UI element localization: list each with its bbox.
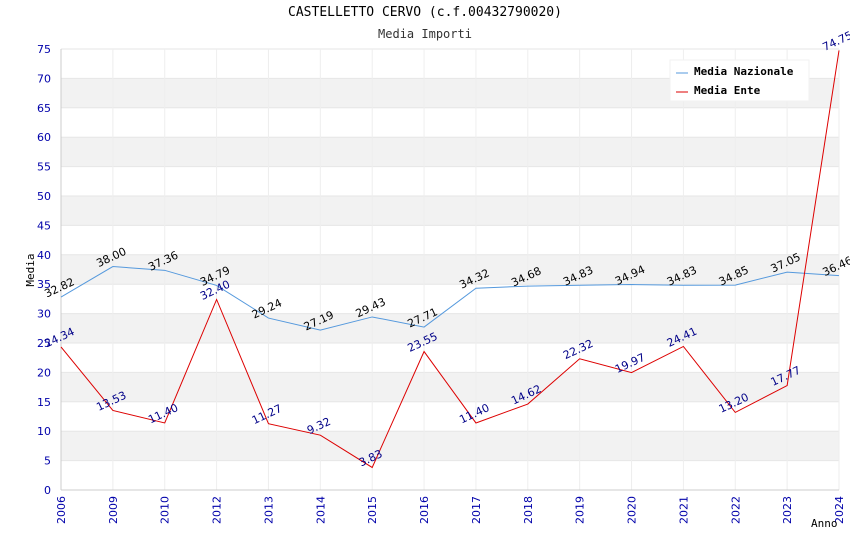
grid-band — [61, 166, 839, 196]
grid-band — [61, 460, 839, 490]
x-tick-label: 2020 — [626, 496, 639, 524]
y-axis-ticks: 0 5 10 15 20 25 30 35 40 45 50 55 60 65 70 75 — [37, 43, 51, 497]
series-lines — [60, 50, 840, 469]
series-line-media-ente — [60, 50, 840, 469]
y-tick-label: 15 — [37, 396, 51, 409]
grid-band — [61, 284, 839, 314]
y-axis-title: Media — [24, 253, 37, 286]
series-line-media-nazionale — [60, 266, 840, 331]
x-tick-label: 2022 — [729, 496, 742, 524]
y-tick-label: 55 — [37, 161, 51, 174]
grid-band — [61, 254, 839, 285]
y-tick-label: 20 — [37, 366, 51, 379]
grid-bands — [60, 48, 840, 491]
grid-band — [61, 401, 839, 432]
y-tick-label: 70 — [37, 72, 51, 85]
y-tick-label: 10 — [37, 425, 51, 438]
x-tick-label: 2023 — [781, 496, 794, 524]
grid-band — [61, 137, 839, 167]
x-tick-label: 2019 — [574, 496, 587, 524]
chart-title: CASTELLETTO CERVO (c.f.00432790020) — [288, 5, 562, 20]
x-tick-label: 2010 — [159, 496, 172, 524]
grid-band — [61, 343, 839, 373]
x-tick-label: 2009 — [107, 496, 120, 524]
y-tick-label: 35 — [37, 278, 51, 291]
y-tick-label: 0 — [44, 484, 51, 497]
grid-band — [61, 225, 839, 255]
grid-band — [61, 313, 839, 343]
legend-label-media-ente: Media Ente — [694, 84, 761, 97]
y-tick-label: 60 — [37, 131, 51, 144]
y-tick-label: 75 — [37, 43, 51, 56]
x-tick-label: 2013 — [262, 496, 275, 524]
grid-band — [61, 431, 839, 461]
x-tick-label: 2014 — [314, 496, 327, 524]
chart-subtitle: Media Importi — [378, 27, 472, 41]
x-tick-label: 2016 — [418, 496, 431, 524]
y-tick-label: 30 — [37, 308, 51, 321]
y-tick-label: 50 — [37, 190, 51, 203]
grid-band — [61, 196, 839, 226]
x-tick-label: 2006 — [55, 496, 68, 524]
legend: Media Nazionale Media Ente — [669, 59, 810, 102]
x-tick-label: 2015 — [366, 496, 379, 524]
legend-label-media-nazionale: Media Nazionale — [694, 65, 794, 78]
x-axis-ticks: 2006 2009 2010 2012 2013 2014 2015 2016 2017 2018… — [55, 496, 846, 524]
y-tick-label: 45 — [37, 219, 51, 232]
grid-band — [61, 107, 839, 138]
y-tick-label: 5 — [44, 455, 51, 468]
x-tick-label: 2012 — [211, 496, 224, 524]
x-axis-title: Anno — [811, 517, 838, 530]
y-tick-label: 25 — [37, 337, 51, 350]
y-tick-label: 40 — [37, 249, 51, 262]
x-tick-label: 2018 — [522, 496, 535, 524]
x-tick-label: 2017 — [470, 496, 483, 524]
x-tick-label: 2021 — [677, 496, 690, 524]
x-tick-label: 2024 — [833, 496, 846, 524]
y-tick-label: 65 — [37, 102, 51, 115]
